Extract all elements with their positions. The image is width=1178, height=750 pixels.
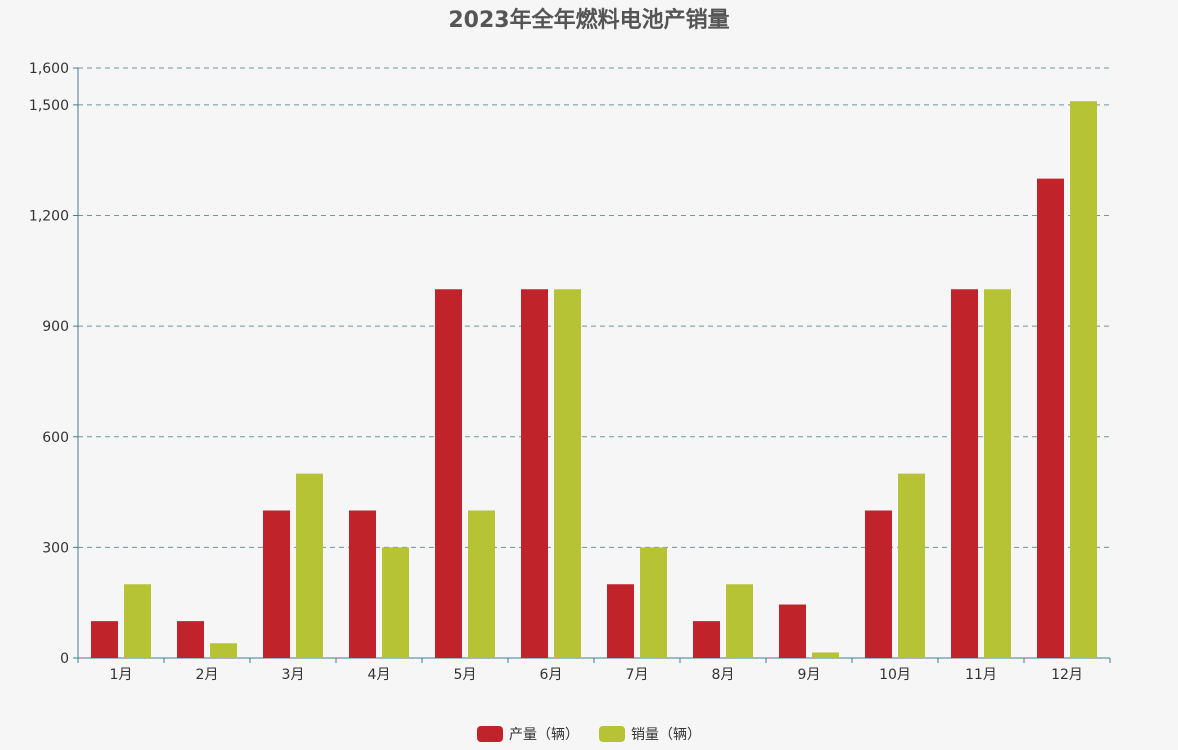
bar-sales [812, 652, 839, 658]
bar-sales [984, 289, 1011, 658]
y-tick-label: 900 [42, 319, 69, 335]
bar-sales [554, 289, 581, 658]
x-tick-label: 11月 [965, 667, 997, 683]
bar-sales [296, 473, 323, 658]
bar-sales [726, 584, 753, 658]
x-tick-label: 6月 [540, 667, 563, 683]
x-tick-label: 3月 [282, 667, 305, 683]
x-tick-label: 9月 [798, 667, 821, 683]
chart-title: 2023年全年燃料电池产销量 [448, 8, 730, 33]
x-tick-label: 5月 [454, 667, 477, 683]
x-tick-label: 10月 [879, 667, 911, 683]
y-tick-label: 1,500 [29, 98, 69, 114]
bar-production [263, 510, 290, 658]
y-tick-label: 1,600 [29, 61, 69, 77]
x-tick-label: 8月 [712, 667, 735, 683]
legend-item-production[interactable]: 产量（辆） [477, 724, 579, 744]
bar-production [951, 289, 978, 658]
legend: 产量（辆） 销量（辆） [0, 724, 1178, 744]
bar-sales [210, 643, 237, 658]
x-tick-label: 2月 [196, 667, 219, 683]
bar-sales [898, 473, 925, 658]
legend-label-production: 产量（辆） [509, 727, 579, 743]
bar-production [177, 621, 204, 658]
legend-swatch-production [477, 726, 503, 742]
bar-production [865, 510, 892, 658]
legend-label-sales: 销量（辆） [631, 727, 701, 743]
legend-swatch-sales [599, 726, 625, 742]
x-tick-label: 1月 [110, 667, 133, 683]
bar-production [779, 604, 806, 658]
y-tick-label: 0 [60, 651, 69, 667]
bar-sales [124, 584, 151, 658]
bar-production [349, 510, 376, 658]
x-tick-label: 7月 [626, 667, 649, 683]
y-tick-label: 600 [42, 430, 69, 446]
bar-production [1037, 178, 1064, 658]
bar-production [693, 621, 720, 658]
y-tick-label: 300 [42, 540, 69, 556]
bar-sales [640, 547, 667, 658]
bar-production [521, 289, 548, 658]
legend-item-sales[interactable]: 销量（辆） [599, 724, 701, 744]
bar-sales [1070, 101, 1097, 658]
y-tick-label: 1,200 [29, 209, 69, 225]
bar-production [607, 584, 634, 658]
x-tick-label: 4月 [368, 667, 391, 683]
x-tick-label: 12月 [1051, 667, 1083, 683]
bar-production [435, 289, 462, 658]
bar-sales [468, 510, 495, 658]
bar-sales [382, 547, 409, 658]
bar-production [91, 621, 118, 658]
